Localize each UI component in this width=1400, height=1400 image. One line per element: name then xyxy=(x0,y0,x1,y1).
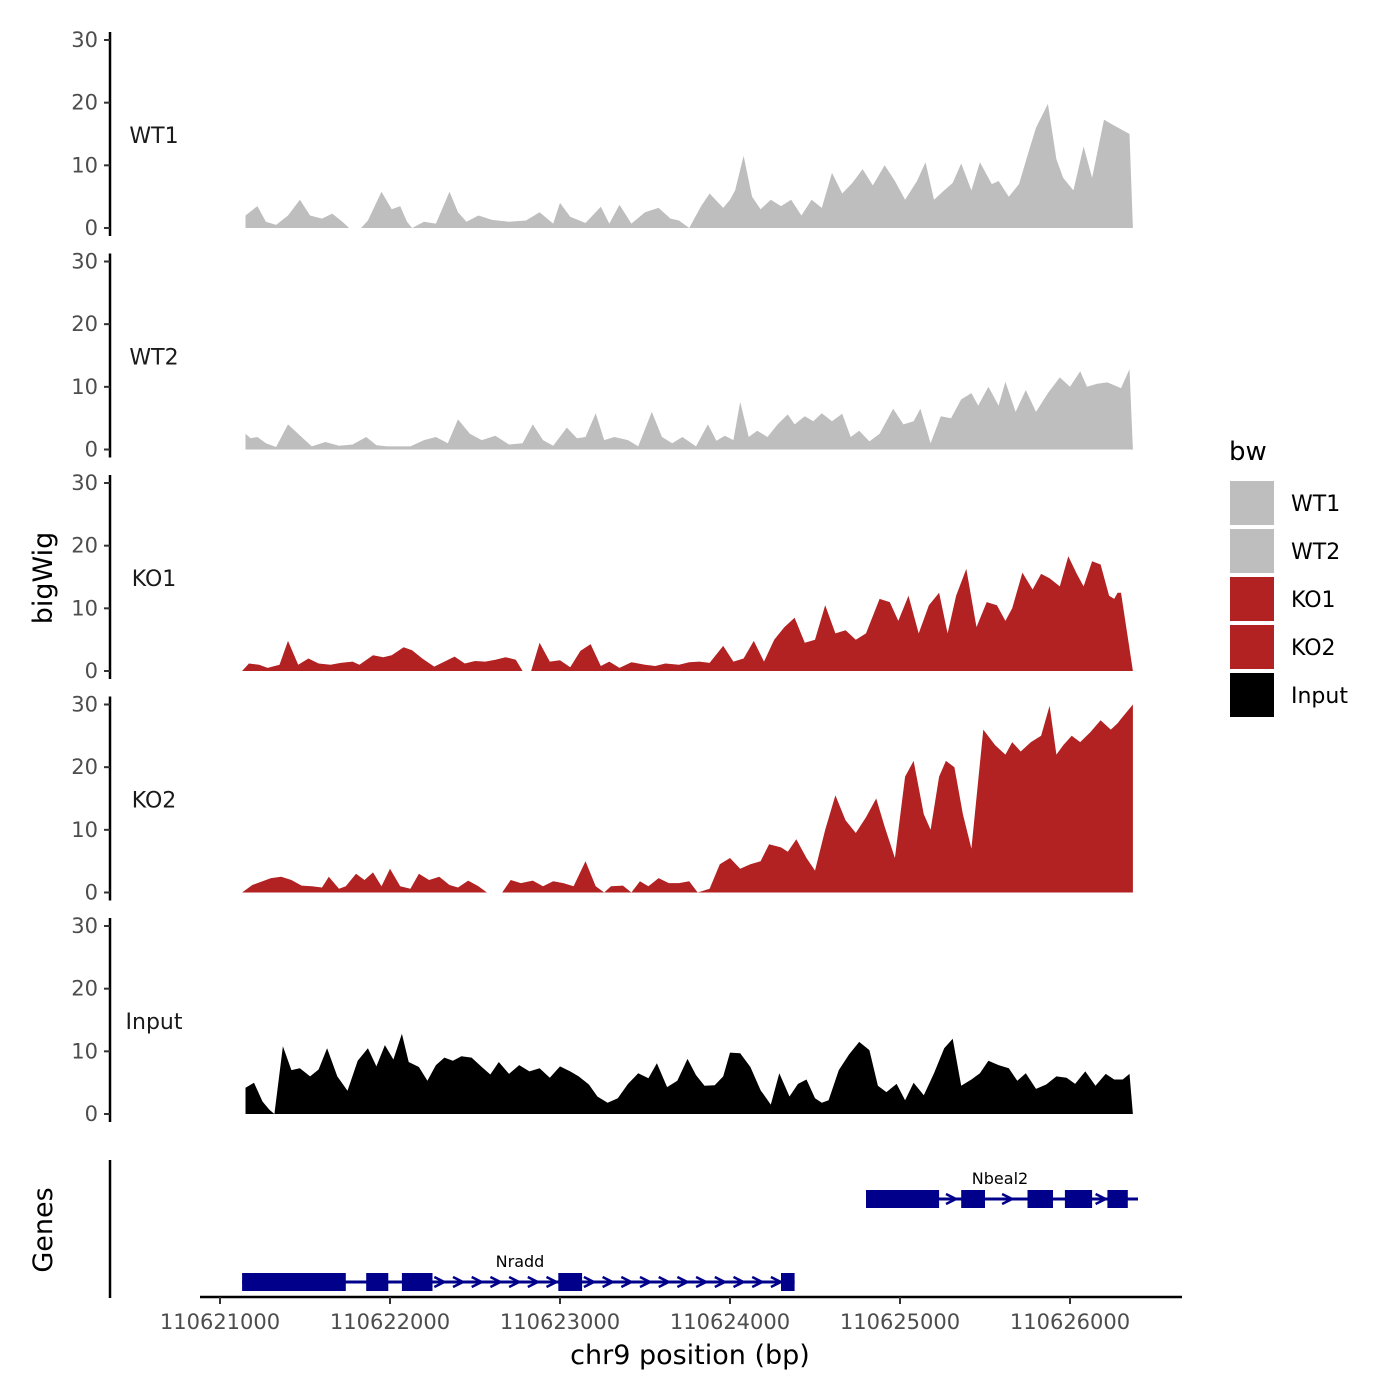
y-tick-label: 10 xyxy=(71,375,98,399)
strand-arrow xyxy=(658,1275,672,1289)
track-label: WT1 xyxy=(129,124,178,149)
track-ko1: 0 10 20 30 KO1 xyxy=(71,471,1133,683)
legend-label-wt1: WT1 xyxy=(1291,492,1340,517)
y-tick-label: 20 xyxy=(71,312,98,336)
strand-arrow xyxy=(602,1275,616,1289)
track-label: Input xyxy=(126,1010,183,1035)
y-tick-label: 0 xyxy=(85,438,98,462)
y-tick-label: 10 xyxy=(71,596,98,620)
y-tick-label: 10 xyxy=(71,153,98,177)
legend-swatch-input xyxy=(1228,671,1276,719)
y-tick-label: 0 xyxy=(85,881,98,905)
y-tick-label: 20 xyxy=(71,977,98,1001)
legend-label-input: Input xyxy=(1291,684,1348,709)
y-tick-label: 0 xyxy=(85,659,98,683)
legend-label-wt2: WT2 xyxy=(1291,540,1340,565)
strand-arrow xyxy=(620,1275,635,1289)
x-tick-label: 110622000 xyxy=(330,1310,450,1334)
genes-panel: Nbeal2 Nradd xyxy=(108,1160,1138,1298)
strand-arrow xyxy=(714,1275,728,1289)
legend-label-ko2: KO2 xyxy=(1291,636,1336,661)
gene-exon xyxy=(1107,1190,1128,1208)
coverage-area xyxy=(245,1033,1133,1114)
strand-arrow xyxy=(770,1275,784,1289)
gene-nbeal2: Nbeal2 xyxy=(866,1169,1138,1208)
track-wt2: 0 10 20 30 WT2 xyxy=(71,250,1133,462)
strand-arrow xyxy=(583,1275,597,1289)
track-label: KO1 xyxy=(132,567,177,592)
y-tick-label: 20 xyxy=(71,755,98,779)
y-tick-label: 20 xyxy=(71,91,98,115)
strand-arrow xyxy=(433,1275,448,1289)
gene-exon xyxy=(242,1273,346,1291)
legend: bw WT1 WT2 KO1 KO2 Input xyxy=(1228,437,1348,719)
gene-exon xyxy=(961,1190,985,1208)
strand-arrow xyxy=(1095,1192,1109,1206)
strand-arrow xyxy=(508,1275,522,1289)
legend-swatch-ko1 xyxy=(1228,575,1276,623)
y-tick-label: 20 xyxy=(71,534,98,558)
track-label: WT2 xyxy=(129,346,178,371)
gene-label: Nbeal2 xyxy=(972,1169,1028,1188)
x-tick-label: 110625000 xyxy=(840,1310,960,1334)
y-tick-label: 10 xyxy=(71,1039,98,1063)
legend-swatch-ko2 xyxy=(1228,623,1276,671)
gene-nradd: Nradd xyxy=(242,1252,795,1291)
coverage-area xyxy=(245,369,1133,450)
x-axis: 110621000 110622000 110623000 110624000 1106… xyxy=(160,1295,1182,1334)
coverage-area xyxy=(245,103,1133,228)
strand-arrow xyxy=(1001,1192,1015,1206)
legend-label-ko1: KO1 xyxy=(1291,588,1336,613)
strand-arrow xyxy=(676,1275,691,1289)
y-tick-label: 10 xyxy=(71,818,98,842)
y-tick-label: 0 xyxy=(85,216,98,240)
legend-title: bw xyxy=(1229,437,1267,467)
x-axis-title: chr9 position (bp) xyxy=(570,1340,810,1371)
y-axis-title: bigWig xyxy=(28,532,59,625)
gene-label: Nradd xyxy=(496,1252,545,1271)
x-tick-label: 110626000 xyxy=(1010,1310,1130,1334)
gene-exon xyxy=(401,1273,433,1291)
y-tick-label: 0 xyxy=(85,1102,98,1126)
x-tick-label: 110624000 xyxy=(670,1310,790,1334)
x-tick-label: 110621000 xyxy=(160,1310,280,1334)
track-input: 0 10 20 30 Input xyxy=(71,914,1133,1126)
strand-arrow xyxy=(452,1275,466,1289)
gene-exon xyxy=(366,1273,389,1291)
coverage-tracks: 0 10 20 30 WT1 0 10 20 30 WT2 0 10 20 30 KO1 0 10 20 30 KO2… xyxy=(71,28,1133,1126)
strand-arrow xyxy=(489,1275,504,1289)
y-tick-label: 30 xyxy=(71,914,98,938)
y-tick-label: 30 xyxy=(71,693,98,717)
coverage-area xyxy=(242,704,1133,893)
coverage-area xyxy=(242,556,1133,671)
strand-arrow xyxy=(639,1275,653,1289)
strand-arrow xyxy=(545,1275,560,1289)
y-tick-label: 30 xyxy=(71,471,98,495)
track-label: KO2 xyxy=(132,789,177,814)
gene-exon xyxy=(866,1190,940,1208)
y-tick-label: 30 xyxy=(71,28,98,52)
strand-arrow xyxy=(471,1275,485,1289)
gene-exon xyxy=(781,1273,795,1291)
strand-arrow xyxy=(732,1275,747,1289)
genes-axis-title: Genes xyxy=(28,1187,59,1272)
y-tick-label: 30 xyxy=(71,250,98,274)
legend-swatch-wt1 xyxy=(1228,479,1276,527)
x-tick-label: 110623000 xyxy=(500,1310,620,1334)
strand-arrow xyxy=(695,1275,709,1289)
gene-exon xyxy=(1027,1190,1053,1208)
track-wt1: 0 10 20 30 WT1 xyxy=(71,28,1133,240)
gene-exon xyxy=(558,1273,583,1291)
legend-swatch-wt2 xyxy=(1228,527,1276,575)
gene-exon xyxy=(1064,1190,1093,1208)
strand-arrow xyxy=(527,1275,541,1289)
strand-arrow xyxy=(751,1275,765,1289)
strand-arrow xyxy=(945,1192,959,1206)
track-ko2: 0 10 20 30 KO2 xyxy=(71,693,1133,905)
